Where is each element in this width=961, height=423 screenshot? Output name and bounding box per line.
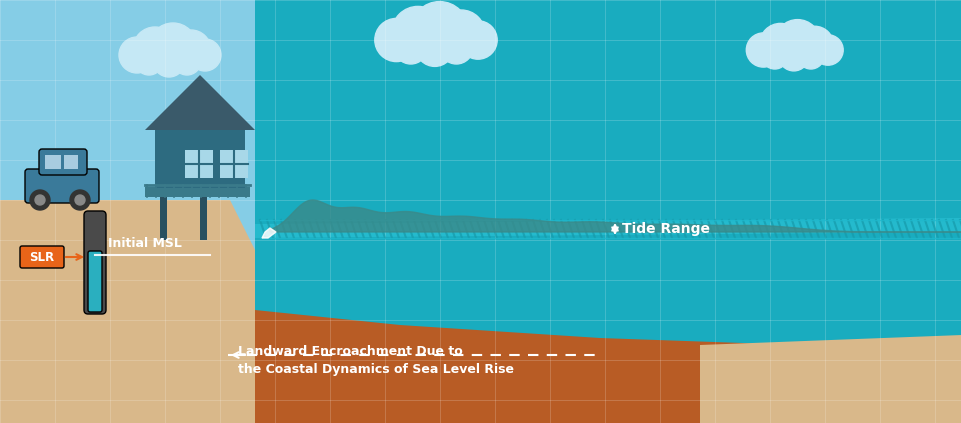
Polygon shape (0, 200, 961, 423)
Circle shape (133, 27, 177, 71)
Text: Landward Encroachment Due to
the Coastal Dynamics of Sea Level Rise: Landward Encroachment Due to the Coastal… (237, 345, 513, 376)
Circle shape (35, 195, 45, 205)
Bar (155, 130, 245, 188)
Circle shape (30, 190, 50, 210)
Bar (200, 190, 207, 240)
Text: SLR: SLR (30, 250, 55, 264)
FancyBboxPatch shape (84, 211, 106, 314)
Polygon shape (700, 335, 961, 423)
Circle shape (777, 41, 808, 71)
Circle shape (774, 19, 820, 65)
Text: Tide Range: Tide Range (622, 222, 709, 236)
Circle shape (75, 195, 85, 205)
Circle shape (173, 47, 201, 75)
Circle shape (439, 30, 473, 64)
Circle shape (415, 28, 454, 66)
Circle shape (436, 10, 484, 58)
Circle shape (410, 2, 468, 59)
Circle shape (188, 39, 221, 71)
FancyBboxPatch shape (25, 169, 99, 203)
FancyBboxPatch shape (39, 149, 86, 175)
Circle shape (391, 6, 444, 59)
Circle shape (759, 23, 801, 65)
Polygon shape (255, 250, 961, 423)
FancyBboxPatch shape (20, 246, 64, 268)
Circle shape (394, 30, 427, 64)
Circle shape (797, 42, 824, 69)
Bar (45, 155, 61, 169)
Bar (160, 190, 167, 240)
Bar (220, 150, 248, 178)
Bar (145, 187, 250, 197)
Circle shape (746, 33, 779, 67)
Circle shape (761, 42, 787, 69)
Circle shape (375, 18, 418, 62)
Bar (64, 155, 78, 169)
Circle shape (135, 47, 162, 75)
Polygon shape (270, 200, 961, 232)
FancyBboxPatch shape (87, 251, 102, 312)
Polygon shape (255, 222, 961, 350)
Circle shape (171, 30, 210, 70)
Circle shape (149, 23, 197, 71)
Text: Initial MSL: Initial MSL (108, 237, 182, 250)
Polygon shape (255, 0, 961, 423)
Circle shape (795, 26, 833, 64)
Bar (185, 150, 212, 178)
Circle shape (458, 21, 497, 59)
Polygon shape (145, 75, 255, 130)
Circle shape (70, 190, 90, 210)
Polygon shape (261, 228, 276, 238)
Circle shape (119, 37, 155, 73)
Circle shape (153, 45, 185, 77)
Circle shape (812, 35, 843, 65)
Polygon shape (255, 218, 961, 238)
